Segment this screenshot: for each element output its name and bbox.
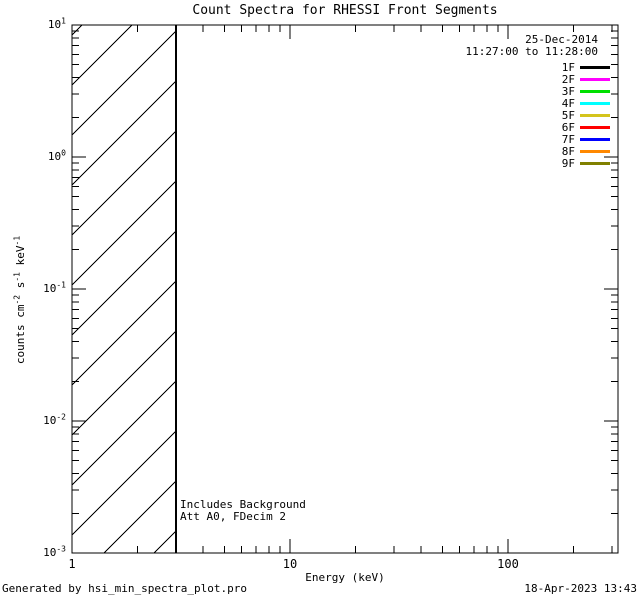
y-axis-title: counts cm-2 s-1 keV-1: [12, 150, 28, 450]
y-axis-title-sup: -2: [12, 294, 22, 305]
legend-row: 6F: [398, 120, 610, 134]
y-axis-title-sup: -1: [12, 272, 22, 282]
legend-label: 3F: [561, 84, 575, 98]
legend-row: 7F: [398, 132, 610, 146]
legend-date: 25-Dec-2014: [525, 33, 598, 46]
hatch-region: [72, 25, 176, 553]
y-tick-base: 10: [43, 414, 57, 427]
x-axis-title: Energy (keV): [305, 571, 385, 584]
plot-annotation: Includes Background Att A0, FDecim 2: [180, 499, 306, 523]
generation-timestamp: 18-Apr-2023 13:43: [524, 582, 637, 595]
plot-frame: [71, 24, 619, 554]
legend-row: 3F: [398, 84, 610, 98]
y-tick-label: 10-1: [0, 280, 66, 295]
legend-color-swatch: [580, 125, 610, 129]
y-tick-base: 10: [43, 546, 57, 559]
legend-label: 1F: [561, 60, 575, 74]
legend-row: 4F: [398, 96, 610, 110]
annotation-includes-background: Includes Background: [180, 498, 306, 511]
generated-by-text: Generated by hsi_min_spectra_plot.pro: [2, 582, 248, 595]
x-tick-label: 1: [68, 557, 76, 571]
y-tick-exp: -2: [56, 412, 66, 422]
legend-color-swatch: [580, 137, 610, 141]
y-tick-exp: 0: [61, 148, 66, 158]
legend-color-swatch: [580, 149, 610, 153]
legend-color-swatch: [580, 89, 610, 93]
legend-row: 8F: [398, 144, 610, 158]
legend-color-swatch: [580, 77, 610, 81]
y-tick-exp: 1: [61, 16, 66, 26]
legend-row: 9F: [398, 156, 610, 170]
legend-row: 2F: [398, 72, 610, 86]
legend-row: 1F: [398, 60, 610, 74]
y-tick-label: 10-2: [0, 412, 66, 427]
x-tick-label: 100: [497, 557, 519, 571]
legend-label: 9F: [561, 156, 575, 170]
y-tick-label: 10-3: [0, 544, 66, 559]
legend-label: 6F: [561, 120, 575, 134]
legend-label: 8F: [561, 144, 575, 158]
y-tick-base: 10: [47, 150, 62, 163]
legend-color-swatch: [580, 101, 610, 105]
legend-label: 5F: [561, 108, 575, 122]
annotation-attenuator-state: Att A0, FDecim 2: [180, 510, 286, 523]
y-tick-exp: -3: [56, 544, 66, 554]
y-tick-label: 100: [0, 148, 66, 163]
y-tick-label: 101: [0, 16, 66, 31]
x-tick-label: 10: [282, 557, 298, 571]
chart-title: Count Spectra for RHESSI Front Segments: [192, 3, 498, 18]
legend-label: 2F: [561, 72, 575, 86]
y-tick-base: 10: [47, 18, 62, 31]
legend-label: 7F: [561, 132, 575, 146]
legend-time-interval: 11:27:00 to 11:28:00: [465, 45, 598, 58]
legend-color-swatch: [580, 65, 610, 69]
legend-color-swatch: [580, 113, 610, 117]
y-tick-base: 10: [43, 282, 57, 295]
y-axis-title-text: counts cm: [14, 304, 27, 365]
legend-row: 5F: [398, 108, 610, 122]
y-axis-title-text: s: [14, 281, 27, 295]
legend-label: 4F: [561, 96, 575, 110]
y-tick-exp: -1: [56, 280, 66, 290]
y-axis-title-sup: -1: [12, 235, 22, 246]
legend-color-swatch: [580, 161, 610, 165]
y-axis-title-text: keV: [14, 245, 27, 272]
